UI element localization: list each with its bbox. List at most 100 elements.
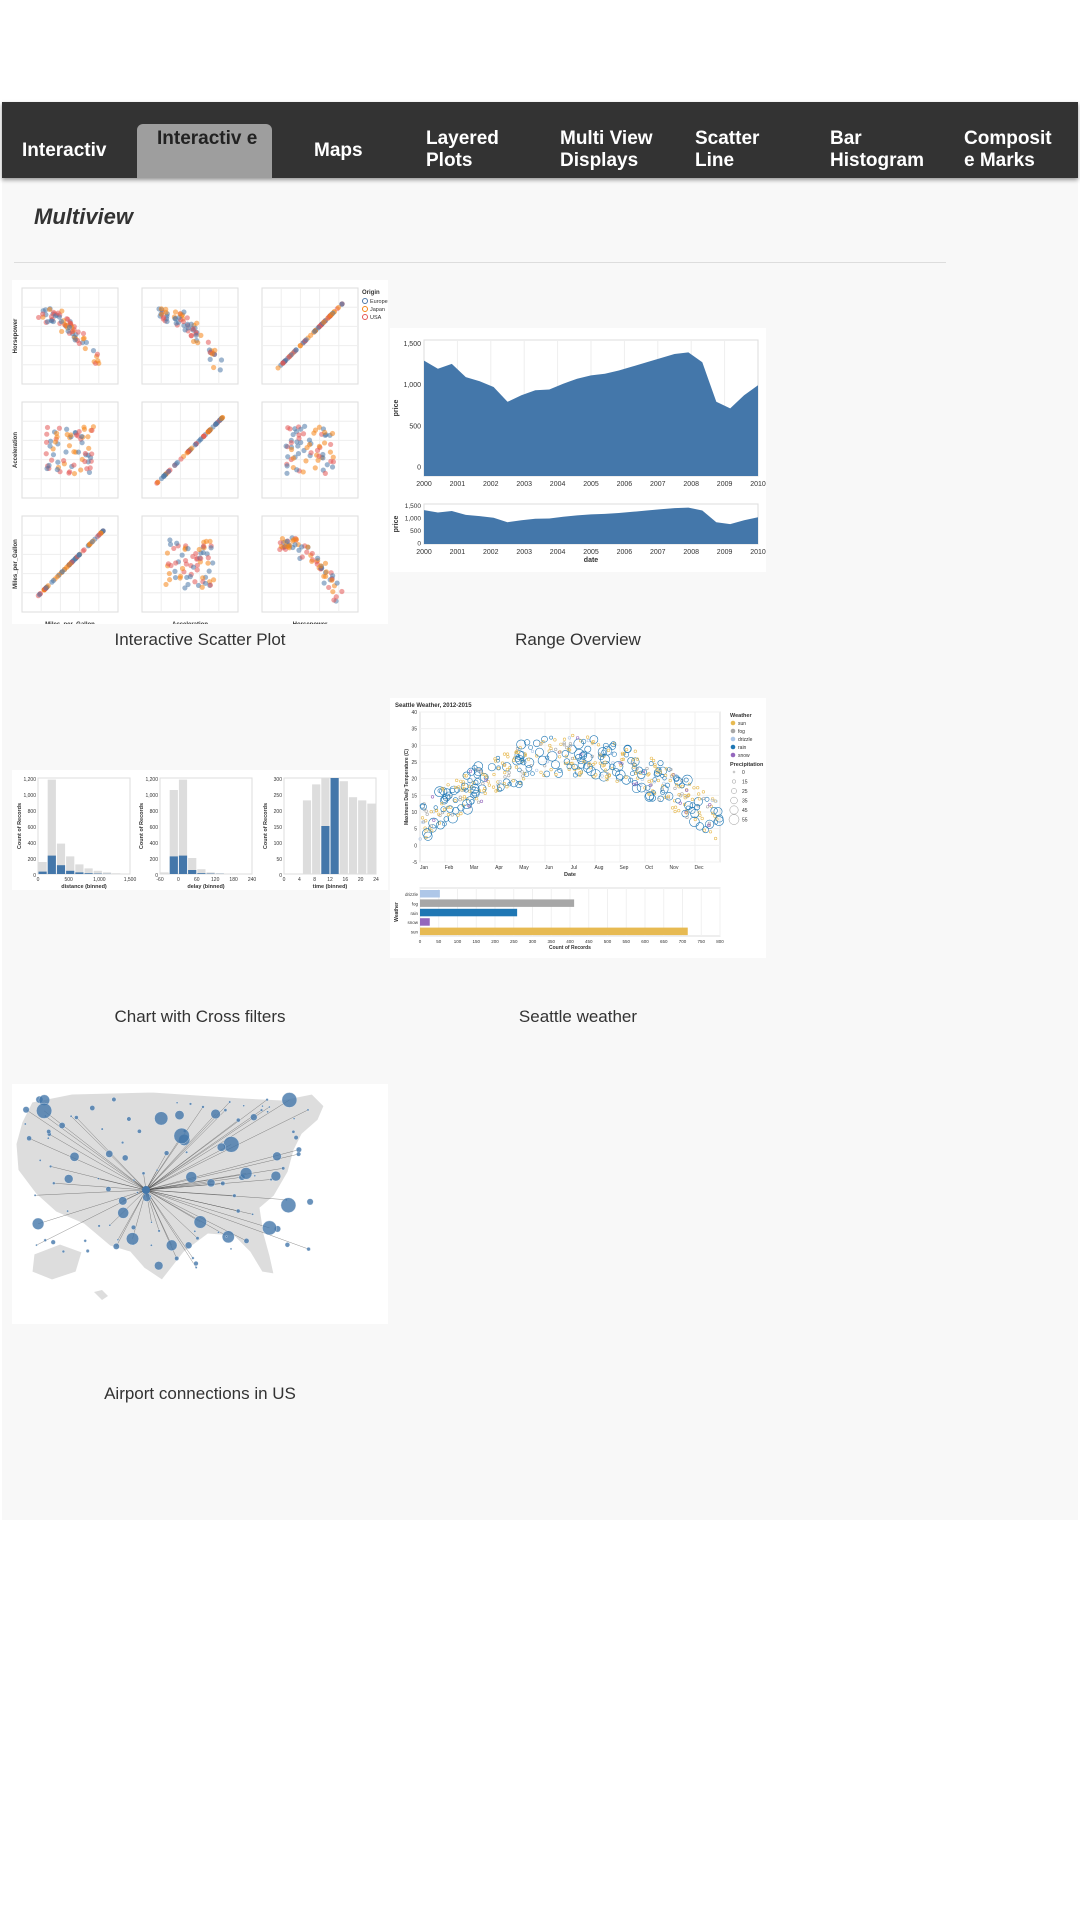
connection-line: [145, 1106, 204, 1191]
precip-legend-symbol: [729, 805, 739, 815]
scatter-point: [52, 439, 59, 445]
y-tick-label: 200: [28, 857, 37, 863]
weather-point: [624, 775, 628, 779]
x-tick-label: 2006: [617, 481, 633, 488]
background-bar: [367, 803, 376, 874]
airport-circle: [174, 1110, 185, 1120]
scatter-point: [193, 332, 199, 338]
scatter-point: [321, 440, 328, 446]
caption-crossfilter[interactable]: Chart with Cross filters: [114, 1007, 286, 1026]
background-bar: [348, 797, 358, 874]
scatter-point: [208, 545, 214, 551]
scatter-point: [172, 568, 178, 574]
airport-circle: [154, 1111, 169, 1126]
weather-point: [611, 751, 617, 757]
x-axis-label: delay (binned): [187, 884, 224, 890]
scatter-point: [329, 430, 336, 437]
connection-line: [145, 1189, 270, 1229]
caption-seattle-weather[interactable]: Seattle weather: [518, 1007, 638, 1026]
weather-point: [517, 767, 522, 773]
x-tick-label: Jan: [420, 865, 428, 871]
weather-point: [463, 787, 469, 793]
scatter-point: [206, 568, 212, 574]
thumbnail-airport-connections[interactable]: [12, 1084, 388, 1324]
weather-point: [429, 824, 433, 828]
connection-line: [53, 1183, 147, 1191]
scatter-point: [306, 442, 313, 448]
tab-multi-view-displays[interactable]: Multi View Displays: [560, 128, 653, 171]
section-title: Multiview: [34, 204, 134, 229]
tab-interactive-multiview[interactable]: Interactiv e: [137, 124, 272, 178]
weather-point: [479, 799, 484, 803]
weather-point: [457, 785, 461, 789]
scatter-point: [311, 328, 318, 335]
scatter-point: [179, 552, 185, 558]
weather-point: [481, 781, 485, 786]
y-tick-label: 0: [155, 873, 158, 879]
weather-point: [711, 811, 715, 815]
tab-maps[interactable]: Maps: [314, 140, 363, 161]
connection-line: [145, 1119, 239, 1191]
y-tick-label: 200: [274, 809, 283, 815]
tab-scatter-line[interactable]: Scatter Line: [695, 128, 760, 171]
airport-circle: [280, 1197, 297, 1213]
connection-line: [49, 1134, 147, 1191]
thumbnail-crossfilter[interactable]: 1,200 1,000 800 600 400 200 0 0 500 1,000 1,500 dis…: [12, 770, 388, 890]
thumbnail-range-overview[interactable]: 1,500 1,000 500 0 2000 2001 2002 2003 2004 2005 20…: [390, 328, 766, 572]
airport-circle: [38, 1159, 42, 1162]
thumbnail-interactive-scatter-plot[interactable]: Horsepower Acceleration Miles_per_Gallon Mi…: [12, 280, 388, 628]
thumbnail-seattle-weather[interactable]: Seattle Weather, 2012-2015 40 35 30 25 20 15 10…: [390, 698, 766, 958]
weather-point: [496, 765, 501, 771]
weather-point: [695, 822, 704, 831]
scatter-point: [82, 458, 88, 465]
x-tick-label: Oct: [645, 865, 653, 871]
weather-point: [562, 737, 567, 741]
airport-circle: [137, 1129, 142, 1134]
scatter-point: [327, 449, 334, 455]
weather-point: [632, 762, 637, 768]
scatter-point: [299, 544, 305, 550]
weather-point: [545, 760, 549, 764]
airport-circle: [236, 1117, 241, 1123]
x-tick-label: 16: [343, 877, 349, 883]
caption-airport-connections[interactable]: Airport connections in US: [104, 1384, 296, 1403]
bar-category-label: sun: [411, 930, 419, 935]
airport-circle: [61, 1249, 65, 1254]
airport-circle: [108, 1224, 111, 1227]
precip-legend-symbol: [731, 788, 737, 794]
background-bar: [112, 873, 121, 874]
weather-point: [674, 773, 678, 778]
weather-point: [714, 816, 724, 826]
tab-bar-histogram[interactable]: Bar Histogram: [830, 128, 924, 171]
airport-circle: [149, 1195, 152, 1198]
scatter-point: [190, 326, 196, 332]
scatter-point: [89, 539, 95, 545]
airport-circle: [228, 1100, 232, 1104]
background-bar: [188, 858, 197, 874]
caption-range-overview[interactable]: Range Overview: [515, 630, 641, 649]
airport-circle: [154, 1261, 164, 1271]
scatter-cell: [21, 287, 119, 385]
weather-point: [433, 805, 438, 810]
y-tick-label: 50: [276, 857, 282, 863]
weather-point: [652, 758, 656, 763]
precip-legend-symbol: [728, 814, 740, 825]
weather-point: [620, 757, 624, 762]
caption-interactive-scatter-plot[interactable]: Interactive Scatter Plot: [114, 630, 286, 649]
weather-point: [456, 813, 460, 817]
weather-point: [528, 745, 533, 750]
precip-legend-label: 35: [742, 799, 748, 805]
tab-layered-plots[interactable]: Layered Plots: [426, 128, 499, 171]
tab-interactive-1[interactable]: Interactiv: [22, 140, 107, 161]
weather-point: [648, 761, 654, 767]
weather-point: [687, 782, 692, 786]
weather-point: [653, 763, 657, 767]
x-tick-label: Aug: [595, 865, 604, 871]
selected-bar: [178, 855, 188, 874]
scatter-point: [284, 463, 290, 469]
tab-composite-marks[interactable]: Composit e Marks: [964, 128, 1052, 171]
airport-circle: [58, 1122, 66, 1129]
weather-point: [516, 739, 527, 750]
y-tick-label: 500: [410, 528, 421, 535]
scatter-point: [43, 451, 49, 457]
